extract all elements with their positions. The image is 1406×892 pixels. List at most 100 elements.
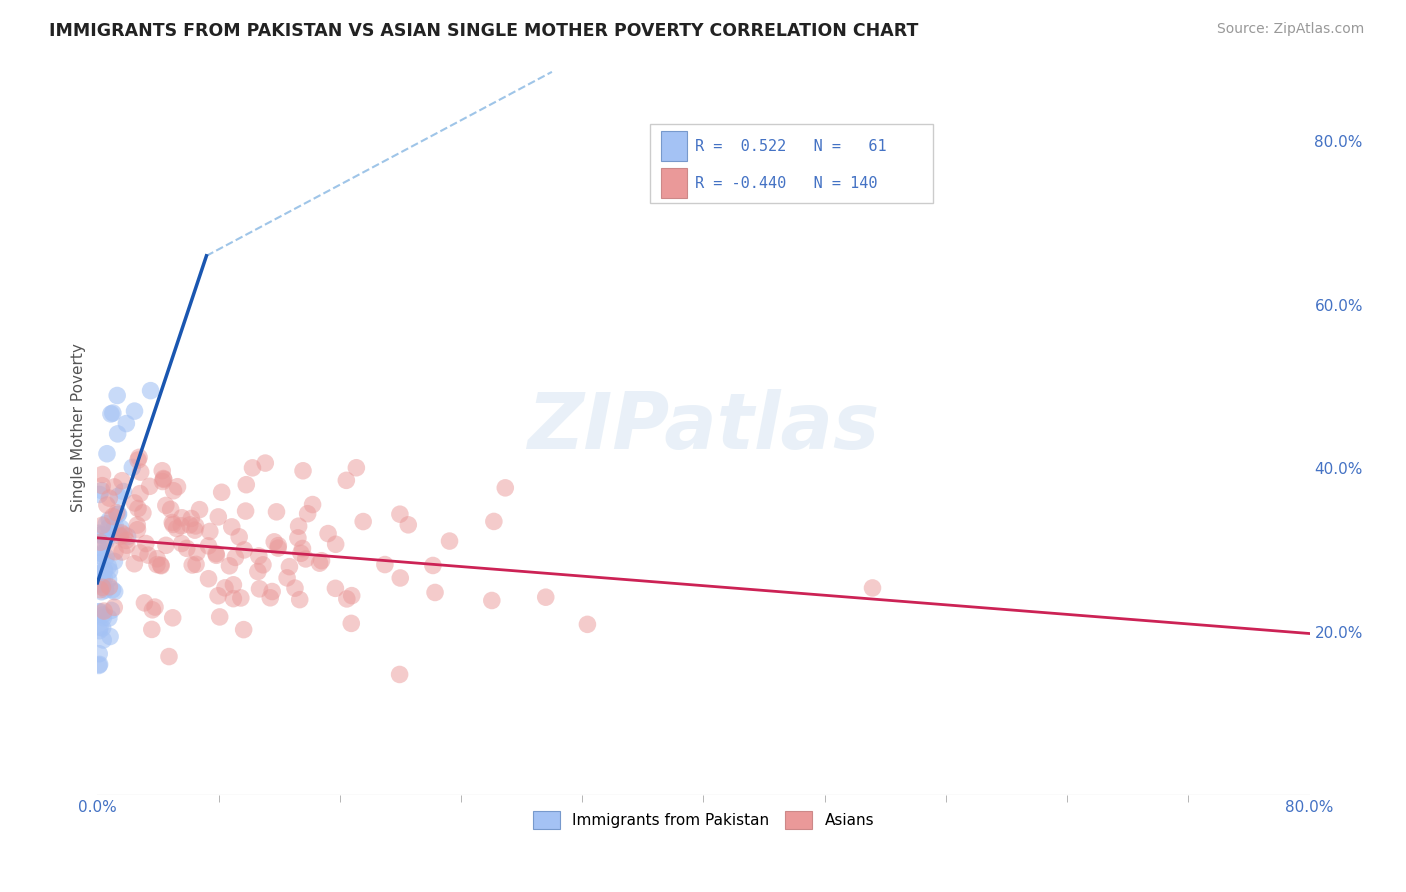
- Point: [235, 504, 257, 518]
- Point: [166, 480, 188, 494]
- Point: [94, 582, 117, 597]
- Point: [159, 502, 181, 516]
- Point: [222, 578, 245, 592]
- Point: [291, 541, 314, 556]
- Point: [262, 584, 284, 599]
- Point: [157, 649, 180, 664]
- Text: R = -0.440   N = 140: R = -0.440 N = 140: [695, 176, 877, 191]
- Point: [152, 475, 174, 489]
- Point: [162, 483, 184, 498]
- Point: [308, 556, 330, 570]
- Point: [91, 518, 114, 533]
- Text: R =  0.522   N =   61: R = 0.522 N = 61: [695, 139, 887, 153]
- Point: [162, 517, 184, 532]
- Point: [166, 521, 188, 535]
- Point: [150, 558, 173, 573]
- Point: [121, 460, 143, 475]
- Point: [188, 502, 211, 516]
- Point: [266, 505, 288, 519]
- Point: [93, 564, 115, 578]
- Point: [141, 623, 163, 637]
- Point: [208, 610, 231, 624]
- Point: [233, 543, 256, 558]
- Point: [94, 550, 117, 565]
- Point: [103, 521, 125, 535]
- Text: ZIPatlas: ZIPatlas: [527, 390, 880, 466]
- Point: [311, 554, 333, 568]
- Point: [101, 582, 124, 597]
- Point: [91, 571, 114, 585]
- Point: [335, 474, 357, 488]
- Point: [91, 580, 114, 594]
- Point: [103, 480, 125, 494]
- Point: [101, 509, 124, 524]
- Point: [152, 471, 174, 485]
- Point: [112, 484, 135, 499]
- Point: [205, 549, 228, 563]
- Point: [294, 552, 316, 566]
- Point: [287, 531, 309, 545]
- Point: [93, 563, 115, 577]
- Point: [98, 630, 121, 644]
- Point: [340, 616, 363, 631]
- Point: [127, 453, 149, 467]
- Point: [352, 515, 374, 529]
- Point: [267, 541, 290, 555]
- Point: [336, 591, 359, 606]
- Point: [107, 507, 129, 521]
- Point: [89, 657, 111, 672]
- Point: [96, 498, 118, 512]
- Point: [96, 531, 118, 545]
- Point: [124, 404, 146, 418]
- Point: [132, 506, 155, 520]
- Point: [288, 592, 311, 607]
- Point: [263, 534, 285, 549]
- Point: [325, 582, 347, 596]
- Point: [197, 572, 219, 586]
- Point: [276, 571, 298, 585]
- Point: [143, 600, 166, 615]
- Point: [115, 533, 138, 548]
- Point: [96, 447, 118, 461]
- Point: [91, 467, 114, 482]
- Point: [97, 573, 120, 587]
- Point: [105, 388, 128, 402]
- Point: [205, 547, 228, 561]
- Point: [110, 525, 132, 540]
- Point: [423, 585, 446, 599]
- Point: [138, 479, 160, 493]
- Point: [388, 667, 411, 681]
- Point: [87, 576, 110, 591]
- Point: [344, 460, 367, 475]
- Point: [340, 589, 363, 603]
- Point: [129, 546, 152, 560]
- Point: [87, 605, 110, 619]
- Legend: Immigrants from Pakistan, Asians: Immigrants from Pakistan, Asians: [527, 805, 880, 836]
- Point: [87, 658, 110, 673]
- Point: [97, 559, 120, 574]
- Point: [98, 513, 121, 527]
- Point: [91, 633, 114, 648]
- Point: [128, 450, 150, 465]
- Point: [176, 541, 198, 556]
- Point: [110, 529, 132, 543]
- Point: [267, 539, 290, 553]
- Point: [150, 464, 173, 478]
- Point: [141, 603, 163, 617]
- Point: [170, 510, 193, 524]
- Point: [107, 528, 129, 542]
- Point: [93, 604, 115, 618]
- Point: [107, 507, 129, 521]
- Point: [494, 481, 516, 495]
- Point: [111, 474, 134, 488]
- Point: [198, 524, 221, 539]
- Point: [97, 611, 120, 625]
- Point: [124, 557, 146, 571]
- Point: [155, 499, 177, 513]
- Point: [247, 549, 270, 563]
- Point: [222, 591, 245, 606]
- Point: [127, 523, 149, 537]
- Point: [94, 533, 117, 548]
- Point: [129, 486, 152, 500]
- Point: [316, 526, 339, 541]
